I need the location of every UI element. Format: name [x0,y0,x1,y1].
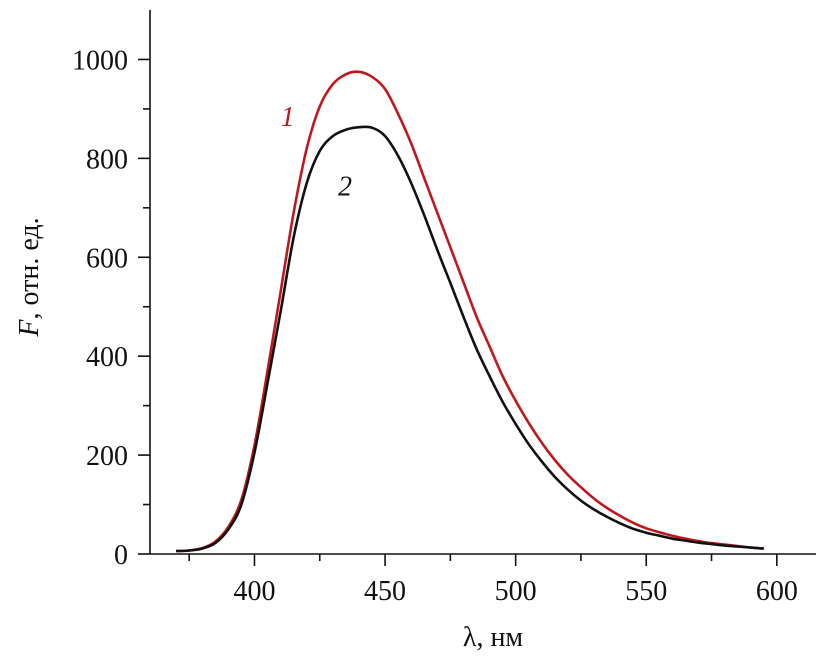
y-tick-label: 1000 [72,45,128,76]
x-tick-label: 500 [495,576,537,607]
y-axis-title-unit: , отн. ед. [14,217,45,319]
y-tick-label: 200 [86,441,128,472]
series-layer [176,70,764,553]
series-1-label: 1 [281,102,295,133]
x-axis-title-unit: , нм [476,622,523,653]
x-tick-label: 450 [364,576,406,607]
x-axis-title: λ, нм [463,622,524,653]
y-axis-title: F, отн. ед. [14,217,45,337]
x-tick-label: 400 [233,576,275,607]
y-tick-label: 600 [86,243,128,274]
y-ticks: 0 200 400 600 800 1000 [72,45,150,571]
x-ticks: 400 450 500 550 600 [188,554,798,607]
y-tick-label: 0 [114,540,128,571]
y-tick-label: 800 [86,144,128,175]
series-2-line [176,125,764,553]
series-labels: 12 [281,102,352,202]
x-tick-label: 550 [625,576,667,607]
y-tick-label: 400 [86,342,128,373]
x-tick-label: 600 [756,576,798,607]
axes [149,10,816,555]
x-axis-title-symbol: λ [463,622,477,653]
y-axis-title-symbol: F [14,319,45,338]
series-1-line [176,70,764,553]
series-2-label: 2 [338,171,352,202]
